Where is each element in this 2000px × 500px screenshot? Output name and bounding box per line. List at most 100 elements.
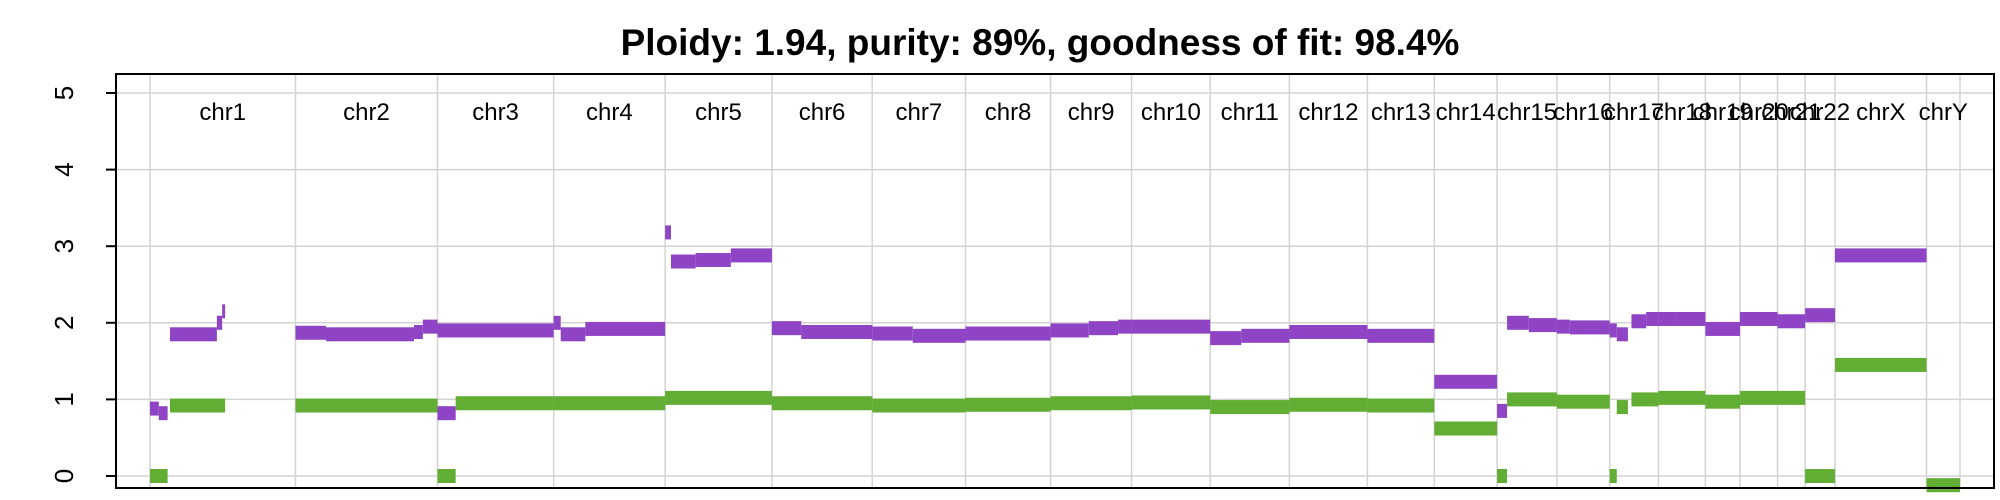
minor-segment-21 — [1631, 392, 1659, 407]
minor-segment-7 — [771, 396, 873, 411]
total-segment-45 — [1777, 314, 1806, 329]
total-segment-4 — [222, 304, 226, 319]
total-copy-number-series — [150, 225, 1927, 421]
chr-label-chr11: chr11 — [1221, 99, 1279, 126]
minor-segment-18 — [1556, 394, 1610, 409]
chr-label-chr2: chr2 — [343, 99, 390, 126]
total-segment-6 — [326, 327, 415, 342]
ytick-label-2: 2 — [49, 316, 79, 330]
total-segment-38 — [1616, 327, 1628, 342]
minor-segment-15 — [1434, 421, 1498, 436]
minor-segment-23 — [1705, 394, 1740, 409]
total-segment-17 — [730, 248, 772, 263]
total-segment-44 — [1739, 311, 1778, 326]
ytick-label-3: 3 — [49, 239, 79, 253]
total-segment-47 — [1835, 248, 1927, 263]
minor-segment-13 — [1289, 397, 1368, 412]
y-axis: 0 1 2 3 4 5 — [49, 86, 116, 483]
total-segment-0 — [150, 401, 159, 416]
total-segment-9 — [437, 323, 554, 338]
chr-label-chr4: chr4 — [586, 99, 633, 126]
total-segment-26 — [1131, 319, 1211, 334]
minor-copy-number-series — [150, 357, 1960, 493]
total-segment-24 — [1088, 321, 1119, 336]
chr-label-chr19: chr19 — [1693, 99, 1753, 126]
minor-segment-12 — [1210, 400, 1290, 415]
chr-label-chr5: chr5 — [695, 99, 742, 126]
ytick-label-5: 5 — [49, 86, 79, 100]
total-segment-46 — [1805, 308, 1836, 323]
total-segment-25 — [1118, 319, 1132, 334]
total-segment-22 — [965, 326, 1051, 341]
minor-segment-5 — [553, 396, 666, 411]
total-segment-23 — [1050, 323, 1089, 338]
total-segment-18 — [771, 321, 802, 336]
total-segment-14 — [665, 225, 671, 240]
chr-label-chr15: chr15 — [1497, 99, 1557, 126]
total-segment-15 — [670, 254, 696, 269]
chr-label-chr21: chr21 — [1761, 99, 1821, 126]
total-segment-27 — [1210, 331, 1242, 346]
chromosome-labels: chr1 chr2 chr3 chr4 chr5 chr6 chr7 chr8 chr9 chr1… — [199, 99, 1968, 126]
total-segment-36 — [1569, 320, 1610, 335]
total-segment-2 — [169, 327, 217, 342]
total-segment-10 — [553, 315, 561, 330]
minor-segment-25 — [1777, 390, 1806, 405]
chr-label-chr16: chr16 — [1553, 99, 1613, 126]
total-segment-11 — [560, 327, 586, 342]
minor-segment-26 — [1805, 469, 1836, 483]
total-segment-13 — [437, 406, 456, 421]
total-segment-40 — [1646, 311, 1659, 326]
total-segment-1 — [158, 406, 168, 421]
chr-label-chr1: chr1 — [199, 99, 246, 126]
total-segment-7 — [414, 324, 423, 339]
chr-label-chr9: chr9 — [1068, 99, 1115, 126]
minor-segment-24 — [1739, 390, 1778, 405]
total-segment-43 — [1705, 321, 1740, 336]
total-segment-8 — [422, 319, 438, 334]
total-segment-3 — [216, 315, 223, 330]
grid-lines — [116, 74, 1994, 488]
ytick-label-0: 0 — [49, 469, 79, 483]
total-segment-29 — [1289, 324, 1368, 339]
total-segment-39 — [1631, 314, 1647, 329]
minor-segment-10 — [1050, 396, 1132, 411]
chart-title: Ploidy: 1.94, purity: 89%, goodness of f… — [621, 22, 1460, 63]
minor-segment-20 — [1616, 400, 1628, 415]
minor-segment-2 — [295, 398, 438, 413]
total-segment-35 — [1556, 319, 1570, 334]
total-segment-19 — [801, 324, 873, 339]
chr-label-chrY: chrY — [1919, 99, 1968, 126]
minor-segment-4 — [455, 396, 554, 411]
ytick-label-4: 4 — [49, 162, 79, 176]
total-segment-37 — [1609, 323, 1617, 338]
ytick-label-1: 1 — [49, 392, 79, 406]
chr-label-chr8: chr8 — [985, 99, 1032, 126]
chr-label-chr18: chr18 — [1652, 99, 1712, 126]
total-segment-34 — [1528, 318, 1557, 333]
chr-label-chr3: chr3 — [472, 99, 519, 126]
total-segment-41 — [1658, 311, 1676, 326]
chr-label-chr20: chr20 — [1729, 99, 1789, 126]
chr-label-chr17: chr17 — [1604, 99, 1664, 126]
total-segment-20 — [872, 326, 913, 341]
minor-segment-17 — [1507, 392, 1557, 407]
minor-segment-16 — [1497, 469, 1508, 483]
chr-label-chr6: chr6 — [799, 99, 846, 126]
chr-label-chr22: chr22 — [1790, 99, 1850, 126]
chr-label-chr14: chr14 — [1436, 99, 1496, 126]
total-segment-5 — [295, 325, 327, 340]
minor-segment-3 — [437, 469, 456, 483]
minor-segment-6 — [665, 390, 772, 405]
plot-frame — [115, 73, 1995, 489]
minor-segment-8 — [872, 398, 966, 413]
minor-segment-9 — [965, 397, 1051, 412]
chr-label-chr13: chr13 — [1371, 99, 1431, 126]
minor-segment-14 — [1367, 398, 1435, 413]
minor-segment-27 — [1835, 357, 1927, 372]
total-segment-16 — [695, 252, 731, 267]
chr-label-chr12: chr12 — [1298, 99, 1358, 126]
minor-segment-22 — [1658, 390, 1706, 405]
chr-label-chrX: chrX — [1856, 99, 1905, 126]
